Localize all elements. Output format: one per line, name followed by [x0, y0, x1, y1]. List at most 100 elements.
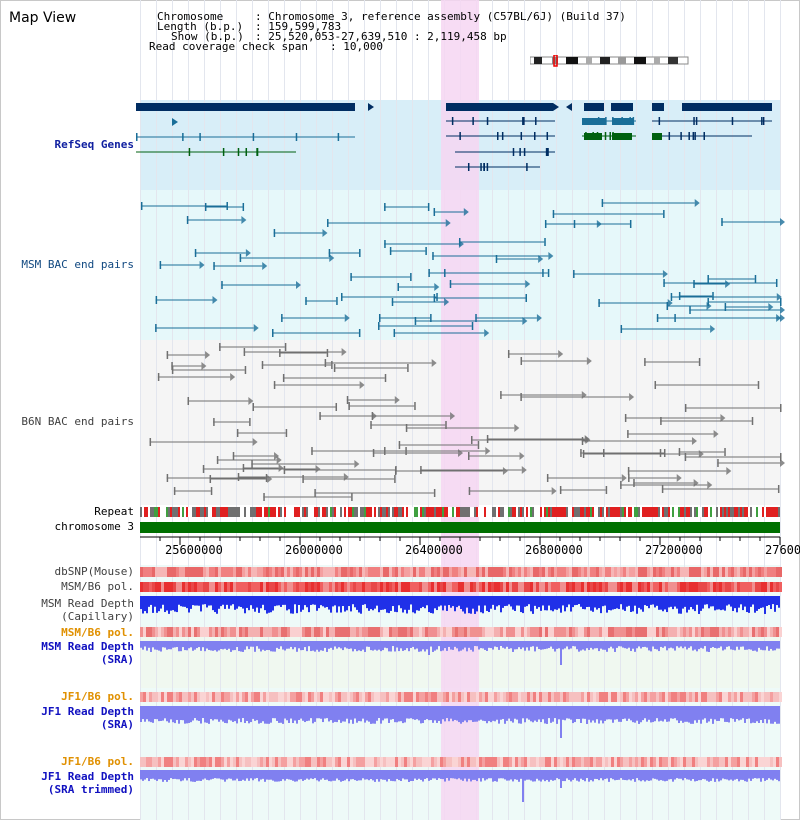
heat-cell	[206, 692, 209, 702]
depth-bar	[216, 770, 218, 779]
depth-bar	[224, 596, 226, 609]
depth-bar	[670, 641, 672, 648]
track-label-dbsnp[interactable]: dbSNP(Mouse)	[54, 565, 134, 578]
depth-bar	[404, 641, 406, 651]
heat-cell	[689, 627, 692, 637]
bac-end	[660, 417, 662, 425]
heat-cell	[680, 757, 683, 767]
chromosome-ideogram[interactable]	[529, 52, 690, 67]
repeat-segment	[450, 507, 452, 517]
track-label-jf1-b6-pol-2[interactable]: JF1/B6 pol.	[61, 755, 134, 768]
heat-cell	[743, 627, 746, 637]
depth-bar	[616, 641, 618, 648]
repeat-segment	[672, 507, 674, 517]
track-label-jf1-depth-sra[interactable]: JF1 Read Depth	[41, 705, 134, 718]
depth-bar	[682, 770, 684, 781]
track-label-msm-b6-pol-2[interactable]: MSM/B6 pol.	[61, 626, 134, 639]
depth-bar	[574, 706, 576, 723]
depth-bar	[432, 641, 434, 652]
repeat-segment	[316, 507, 318, 517]
repeat-segment	[150, 507, 152, 517]
heat-cell	[518, 567, 521, 577]
repeat-segment	[586, 507, 588, 517]
heat-cell	[701, 567, 704, 577]
axis-tick-label: 25600000	[165, 543, 223, 557]
depth-bar	[158, 596, 160, 612]
gene-arrow	[368, 103, 374, 111]
heat-cell	[497, 757, 500, 767]
depth-bar	[270, 596, 272, 613]
depth-bar	[706, 596, 708, 605]
heat-cell	[737, 567, 740, 577]
track-label-msm-depth-cap[interactable]: MSM Read Depth	[41, 597, 134, 610]
depth-bar	[390, 706, 392, 720]
heat-cell	[575, 757, 578, 767]
bac-end	[249, 418, 251, 426]
depth-bar	[590, 641, 592, 648]
depth-bar	[212, 641, 214, 651]
heat-cell	[650, 582, 653, 592]
depth-bar	[210, 770, 212, 780]
heat-cell	[419, 692, 422, 702]
heat-cell	[215, 582, 218, 592]
heat-cell	[446, 627, 449, 637]
depth-bar	[496, 641, 498, 648]
repeat-segment	[184, 507, 186, 517]
depth-bar	[216, 706, 218, 720]
track-label-msm-b6-pol[interactable]: MSM/B6 pol.	[61, 580, 134, 593]
heat-cell	[377, 567, 380, 577]
track-label-chromosome[interactable]: chromosome 3	[54, 520, 134, 533]
track-label-b6n-bac[interactable]: B6N BAC end pairs	[21, 415, 134, 428]
gene-exon	[534, 132, 536, 140]
heat-cell	[227, 567, 230, 577]
depth-bar	[202, 706, 204, 719]
heat-cell	[359, 627, 362, 637]
depth-bar	[266, 706, 268, 724]
track-label-jf1-b6-pol[interactable]: JF1/B6 pol.	[61, 690, 134, 703]
depth-bar	[268, 596, 270, 613]
depth-bar	[680, 641, 682, 647]
heat-cell	[182, 627, 185, 637]
track-label-msm-bac[interactable]: MSM BAC end pairs	[21, 258, 134, 271]
heat-cell	[650, 692, 653, 702]
depth-bar	[516, 596, 518, 606]
heat-cell	[629, 692, 632, 702]
heat-cell	[650, 567, 653, 577]
heat-cell	[767, 627, 770, 637]
track-label-jf1-depth-trim[interactable]: JF1 Read Depth	[41, 770, 134, 783]
depth-bar	[492, 596, 494, 605]
depth-bar	[324, 596, 326, 608]
depth-bar	[358, 596, 360, 613]
heat-cell	[749, 757, 752, 767]
bac-end	[445, 421, 447, 429]
track-label-repeat[interactable]: Repeat	[94, 505, 134, 518]
depth-bar	[634, 770, 636, 782]
heat-cell	[368, 627, 371, 637]
depth-bar	[504, 641, 506, 649]
repeat-segment	[460, 507, 462, 517]
heat-cell	[503, 567, 506, 577]
depth-bar	[528, 641, 530, 651]
bac-end	[311, 447, 313, 455]
heat-cell	[578, 582, 581, 592]
heat-cell	[140, 692, 143, 702]
depth-bar	[258, 596, 260, 613]
heat-cell	[215, 567, 218, 577]
depth-bar	[594, 641, 596, 649]
depth-bar	[206, 770, 208, 780]
heat-cell	[749, 582, 752, 592]
heat-cell	[578, 757, 581, 767]
repeat-segment	[680, 507, 682, 517]
heat-cell	[176, 627, 179, 637]
repeat-segment	[370, 507, 372, 517]
depth-bar	[156, 641, 158, 650]
depth-bar	[402, 706, 404, 724]
heat-cell	[548, 567, 551, 577]
track-label-refseq[interactable]: RefSeq Genes	[54, 138, 134, 151]
depth-bar	[664, 770, 666, 782]
bac-end	[394, 467, 397, 475]
depth-bar	[182, 596, 184, 607]
repeat-segment	[470, 507, 472, 517]
track-label-msm-depth-sra[interactable]: MSM Read Depth	[41, 640, 134, 653]
heat-cell	[266, 627, 269, 637]
